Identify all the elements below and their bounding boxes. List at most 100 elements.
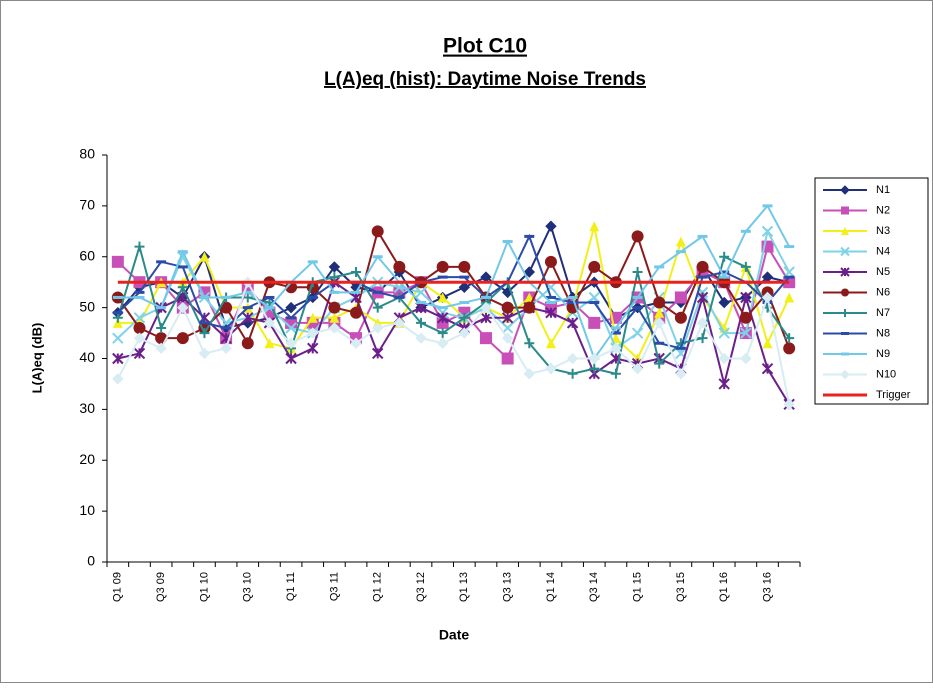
marker <box>112 373 124 385</box>
legend-label: N4 <box>876 245 890 257</box>
marker <box>285 301 297 314</box>
y-tick-label: 40 <box>79 349 95 365</box>
y-tick-label: 30 <box>79 400 95 416</box>
marker <box>588 260 601 273</box>
marker <box>761 225 774 238</box>
legend-marker <box>841 206 849 215</box>
marker <box>631 362 644 375</box>
marker <box>416 317 427 328</box>
marker <box>654 307 665 318</box>
marker <box>740 261 751 272</box>
marker <box>675 368 687 380</box>
legend-label: N7 <box>876 307 890 319</box>
marker <box>674 311 687 324</box>
marker <box>739 311 752 324</box>
marker <box>674 291 687 304</box>
marker <box>740 327 752 339</box>
marker <box>588 316 601 329</box>
x-tick-label: Q3 11 <box>328 572 340 601</box>
marker <box>501 322 514 334</box>
x-tick-label: Q1 15 <box>631 572 643 602</box>
y-tick-label: 60 <box>79 247 95 263</box>
marker <box>783 398 795 410</box>
marker <box>675 236 686 247</box>
marker <box>632 267 643 278</box>
marker <box>329 312 340 323</box>
legend-label: Trigger <box>876 389 911 401</box>
marker <box>654 358 665 369</box>
marker <box>783 342 796 355</box>
legend-label: N5 <box>876 266 890 278</box>
legend-marker <box>840 267 850 277</box>
legend-marker <box>841 227 849 235</box>
legend-label: N10 <box>876 368 896 380</box>
marker <box>718 296 730 309</box>
marker <box>501 301 514 314</box>
marker <box>718 352 730 365</box>
marker <box>566 317 579 329</box>
x-tick-label: Q3 15 <box>675 572 687 602</box>
marker <box>133 312 146 324</box>
marker <box>631 327 644 339</box>
marker <box>307 327 319 339</box>
marker <box>199 328 210 339</box>
marker <box>784 292 795 303</box>
marker <box>480 301 492 314</box>
marker <box>761 362 774 375</box>
marker <box>393 317 406 329</box>
marker <box>371 225 384 238</box>
y-tick-label: 80 <box>79 146 95 162</box>
x-tick-label: Q1 11 <box>285 572 297 601</box>
marker <box>653 296 666 309</box>
marker <box>307 342 319 355</box>
legend-marker <box>840 369 850 380</box>
marker <box>458 281 471 293</box>
x-tick-label: Q3 10 <box>242 572 254 602</box>
marker <box>285 322 297 334</box>
marker <box>524 338 535 349</box>
marker <box>567 368 578 379</box>
marker <box>436 260 449 273</box>
marker <box>242 292 253 303</box>
marker <box>329 272 340 283</box>
y-tick-label: 20 <box>79 451 95 467</box>
marker <box>177 282 188 293</box>
marker <box>718 327 730 339</box>
y-tick-label: 10 <box>79 502 95 518</box>
marker <box>697 333 708 344</box>
chart-title: Plot C10 <box>443 35 527 58</box>
marker <box>459 312 470 323</box>
marker <box>155 342 167 355</box>
marker <box>328 322 341 334</box>
marker <box>220 342 232 355</box>
marker <box>415 332 427 344</box>
x-tick-label: Q1 14 <box>545 572 557 602</box>
marker <box>436 337 449 349</box>
marker <box>631 230 644 243</box>
x-tick-label: Q1 09 <box>112 572 124 602</box>
x-tick-label: Q3 12 <box>415 572 427 602</box>
marker <box>111 255 124 268</box>
marker <box>351 267 362 278</box>
x-tick-label: Q1 12 <box>372 572 384 602</box>
marker <box>523 266 536 278</box>
legend-label: N1 <box>876 184 890 196</box>
marker <box>307 312 318 323</box>
marker <box>436 312 449 324</box>
marker <box>177 301 189 314</box>
marker <box>328 261 341 273</box>
marker <box>264 338 275 349</box>
marker <box>328 301 341 314</box>
marker <box>523 368 536 380</box>
marker <box>718 378 730 390</box>
legend-box <box>814 177 929 405</box>
marker <box>783 266 795 278</box>
marker <box>589 363 600 374</box>
marker <box>653 317 665 329</box>
legend-label: N8 <box>876 327 890 339</box>
marker <box>545 362 557 375</box>
marker <box>371 322 384 334</box>
x-tick-label: Q3 14 <box>588 572 600 602</box>
marker <box>479 332 492 345</box>
